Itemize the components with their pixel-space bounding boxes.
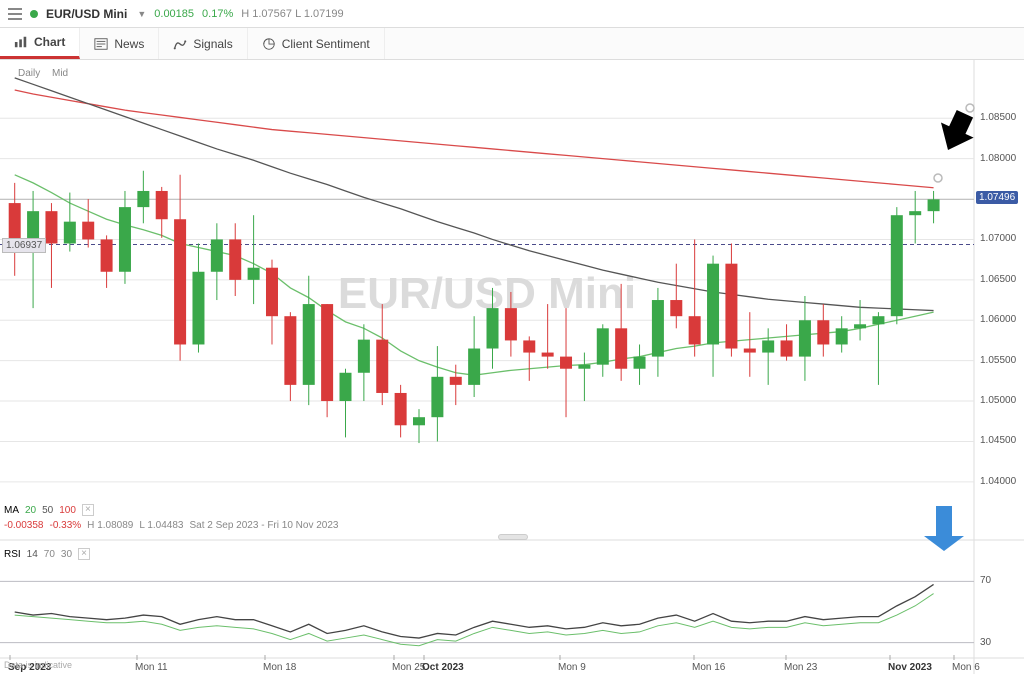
ma-date-range: Sat 2 Sep 2023 - Fri 10 Nov 2023	[189, 520, 338, 531]
ma-param-50: 50	[42, 505, 53, 516]
tab-bar: Chart News Signals Client Sentiment	[0, 28, 1024, 60]
xtick-label: Mon 16	[692, 662, 725, 673]
change-value: 0.00185	[154, 8, 194, 20]
chart-area[interactable]: EUR/USD Mini Daily Mid 1.04000 1.04500 1.0…	[0, 60, 1024, 674]
rsi-param-70: 70	[44, 549, 55, 560]
ma-param-20: 20	[25, 505, 36, 516]
hline-label: 1.06937	[2, 238, 46, 253]
rsi-label: RSI	[4, 549, 21, 560]
ytick-label: 1.05000	[978, 395, 1018, 406]
tab-label: News	[114, 37, 144, 51]
ytick-label: 1.07000	[978, 233, 1018, 244]
disclaimer-text: Data is indicative	[4, 660, 72, 670]
ma-high: H 1.08089	[87, 520, 133, 531]
chart-icon	[14, 35, 28, 49]
ticker-bar: EUR/USD Mini ▼ 0.00185 0.17% H 1.07567 L…	[0, 0, 1024, 28]
low-value: 1.07199	[304, 8, 344, 20]
ma-change-pct: -0.33%	[49, 520, 81, 531]
xtick-label: Mon 18	[263, 662, 296, 673]
rsi-band-label: 30	[978, 637, 993, 648]
ma-legend-values: -0.00358 -0.33% H 1.08089 L 1.04483 Sat …	[4, 520, 338, 531]
menu-icon[interactable]	[8, 8, 22, 20]
ma-low: L 1.04483	[139, 520, 183, 531]
ma-label: MA	[4, 505, 19, 516]
tf-mid[interactable]: Mid	[52, 68, 68, 79]
tab-label: Client Sentiment	[282, 37, 370, 51]
tf-daily[interactable]: Daily	[18, 68, 40, 79]
xtick-label: Mon 25	[392, 662, 425, 673]
ytick-label: 1.06000	[978, 314, 1018, 325]
xtick-label: Mon 6	[952, 662, 980, 673]
high-value: 1.07567	[252, 8, 292, 20]
symbol-name[interactable]: EUR/USD Mini	[46, 7, 127, 21]
chart-svg[interactable]: EUR/USD Mini	[0, 60, 1024, 674]
tab-label: Signals	[193, 37, 232, 51]
xtick-label: Mon 9	[558, 662, 586, 673]
ytick-label: 1.08000	[978, 153, 1018, 164]
xtick-label: Nov 2023	[888, 662, 932, 673]
close-icon[interactable]: ×	[78, 548, 90, 560]
ytick-label: 1.04000	[978, 476, 1018, 487]
pane-resize-handle[interactable]	[498, 534, 528, 540]
rsi-legend: RSI 14 70 30 ×	[4, 548, 90, 560]
xtick-label: Mon 23	[784, 662, 817, 673]
rsi-param-14: 14	[27, 549, 38, 560]
change-pct: 0.17%	[202, 8, 233, 20]
tab-news[interactable]: News	[80, 28, 159, 59]
ohlc-summary: H 1.07567 L 1.07199	[241, 8, 343, 20]
ytick-label: 1.05500	[978, 355, 1018, 366]
tab-label: Chart	[34, 35, 65, 49]
high-label: H	[241, 8, 249, 20]
ma-change: -0.00358	[4, 520, 43, 531]
signals-icon	[173, 37, 187, 51]
ma-param-100: 100	[59, 505, 76, 516]
tab-sentiment[interactable]: Client Sentiment	[248, 28, 385, 59]
ma-legend: MA 20 50 100 ×	[4, 504, 94, 516]
news-icon	[94, 37, 108, 51]
chevron-down-icon[interactable]: ▼	[137, 9, 146, 19]
tab-signals[interactable]: Signals	[159, 28, 247, 59]
ytick-label: 1.08500	[978, 112, 1018, 123]
ytick-label: 1.06500	[978, 274, 1018, 285]
low-label: L	[295, 8, 301, 20]
status-dot	[30, 10, 38, 18]
ytick-label: 1.04500	[978, 435, 1018, 446]
close-icon[interactable]: ×	[82, 504, 94, 516]
xtick-label: Mon 11	[135, 662, 168, 673]
xtick-label: Oct 2023	[422, 662, 464, 673]
sentiment-icon	[262, 37, 276, 51]
rsi-band-label: 70	[978, 575, 993, 586]
rsi-param-30: 30	[61, 549, 72, 560]
price-line-label: 1.07496	[976, 191, 1018, 204]
tab-chart[interactable]: Chart	[0, 28, 80, 59]
